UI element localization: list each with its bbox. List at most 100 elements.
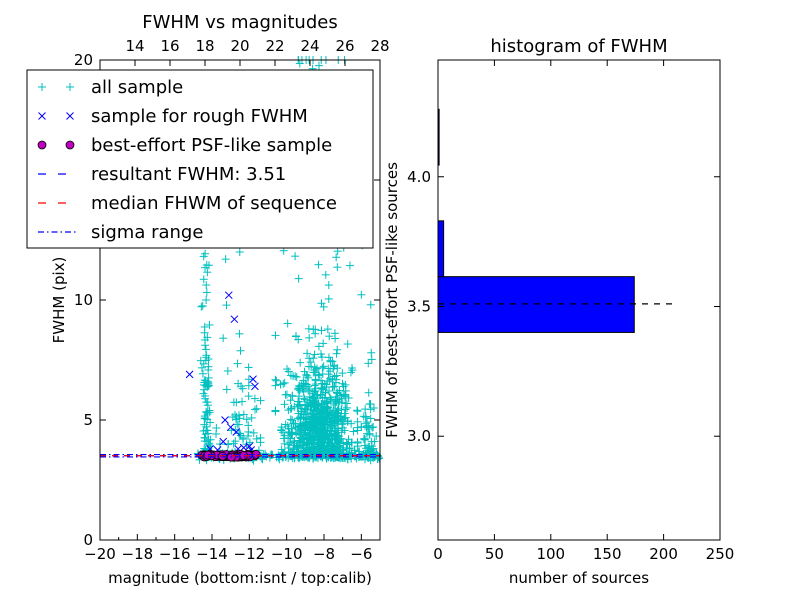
all-sample-point	[361, 412, 370, 421]
all-sample-point	[199, 252, 208, 261]
rough-fwhm-point	[224, 291, 233, 300]
all-sample-point	[332, 388, 341, 397]
all-sample-point	[205, 320, 214, 329]
all-sample-point	[338, 369, 347, 378]
all-sample-point	[198, 301, 207, 310]
x-tick-label: 250	[706, 545, 735, 563]
all-sample-point	[364, 388, 373, 397]
all-sample-point	[287, 404, 296, 413]
all-sample-point	[202, 437, 211, 446]
rough-fwhm-point	[230, 315, 239, 324]
all-sample-point	[311, 329, 320, 338]
histogram-ticks: 0 50 100 150 200 250 3.0 3.5 4.0	[407, 60, 734, 563]
all-sample-point	[304, 382, 313, 391]
top-x-tick-label: 24	[300, 37, 319, 55]
all-sample-point	[233, 359, 242, 368]
all-sample-point	[325, 393, 334, 402]
all-sample-point	[303, 439, 312, 448]
x-tick-label: −12	[234, 545, 266, 563]
all-sample-point	[333, 345, 342, 354]
all-sample-point	[297, 381, 306, 390]
all-sample-point	[346, 368, 355, 377]
all-sample-point	[203, 268, 212, 277]
all-sample-point	[306, 358, 315, 367]
x-tick-label: −14	[196, 545, 228, 563]
all-sample-point	[303, 349, 312, 358]
rough-fwhm-point	[249, 375, 257, 384]
legend-label: sigma range	[91, 222, 203, 243]
all-sample-point	[221, 255, 230, 264]
all-sample-point	[292, 372, 301, 381]
all-sample-point	[325, 418, 334, 427]
all-sample-point	[250, 394, 259, 403]
all-sample-point	[299, 394, 308, 403]
rough-fwhm-point	[221, 416, 229, 424]
all-sample-point	[256, 438, 265, 447]
all-sample-point	[300, 367, 309, 376]
histogram-bar	[437, 276, 635, 333]
all-sample-point	[196, 356, 205, 365]
all-sample-point	[286, 404, 295, 413]
all-sample-point	[283, 319, 292, 328]
legend-marker	[38, 112, 46, 120]
all-sample-point	[201, 434, 210, 443]
all-sample-point	[349, 427, 358, 436]
all-sample-point	[312, 412, 321, 421]
all-sample-point	[328, 439, 337, 448]
all-sample-point	[322, 454, 331, 463]
all-sample-point	[201, 341, 210, 350]
all-sample-point	[323, 435, 332, 444]
x-tick-label: 200	[649, 545, 678, 563]
y-tick-label: 20	[74, 51, 93, 69]
all-sample-point	[283, 365, 292, 374]
all-sample-point	[202, 288, 211, 297]
all-sample-point	[322, 397, 331, 406]
all-sample-point	[321, 412, 330, 421]
all-sample-point	[344, 435, 353, 444]
all-sample-point	[204, 362, 213, 371]
all-sample-point	[229, 439, 238, 448]
legend-box	[26, 69, 374, 249]
x-tick-label: −18	[122, 545, 154, 563]
all-sample-point	[244, 363, 253, 372]
all-sample-point	[332, 397, 341, 406]
all-sample-point	[316, 438, 325, 447]
all-sample-point	[330, 382, 339, 391]
all-sample-point	[342, 448, 351, 457]
all-sample-point	[294, 441, 303, 450]
all-sample-point	[305, 392, 314, 401]
y-tick-label: 5	[83, 411, 93, 429]
x-tick-label: 150	[593, 545, 622, 563]
all-sample-point	[333, 424, 342, 433]
all-sample-point	[331, 399, 340, 408]
all-sample-point	[323, 376, 332, 385]
all-sample-point	[341, 380, 350, 389]
all-sample-point	[266, 450, 275, 459]
top-x-tick-label: 26	[335, 37, 354, 55]
all-sample-point	[329, 383, 338, 392]
all-sample-point	[319, 423, 328, 432]
all-sample-point	[304, 373, 313, 382]
all-sample-point	[325, 332, 334, 341]
all-sample-point	[344, 393, 353, 402]
legend-label: resultant FWHM: 3.51	[91, 164, 286, 185]
all-sample-point	[293, 385, 302, 394]
all-sample-point	[321, 270, 330, 279]
all-sample-point	[201, 263, 210, 272]
all-sample-point	[324, 364, 333, 373]
all-sample-point	[296, 358, 305, 367]
all-sample-point	[251, 405, 260, 414]
legend-entry: sample for rough FWHM	[38, 106, 308, 127]
all-sample-point	[328, 432, 337, 441]
all-sample-point	[321, 406, 330, 415]
legend-label: sample for rough FWHM	[91, 106, 308, 127]
all-sample-point	[323, 402, 332, 411]
all-sample-point	[197, 363, 206, 372]
all-sample-point	[245, 438, 254, 447]
scatter-panel: −20−18−16−14−12−10−8−6051015201416182022…	[26, 12, 390, 587]
all-sample-point	[330, 329, 339, 338]
all-sample-point	[304, 434, 313, 443]
all-sample-point	[364, 359, 373, 368]
all-sample-point	[341, 405, 350, 414]
